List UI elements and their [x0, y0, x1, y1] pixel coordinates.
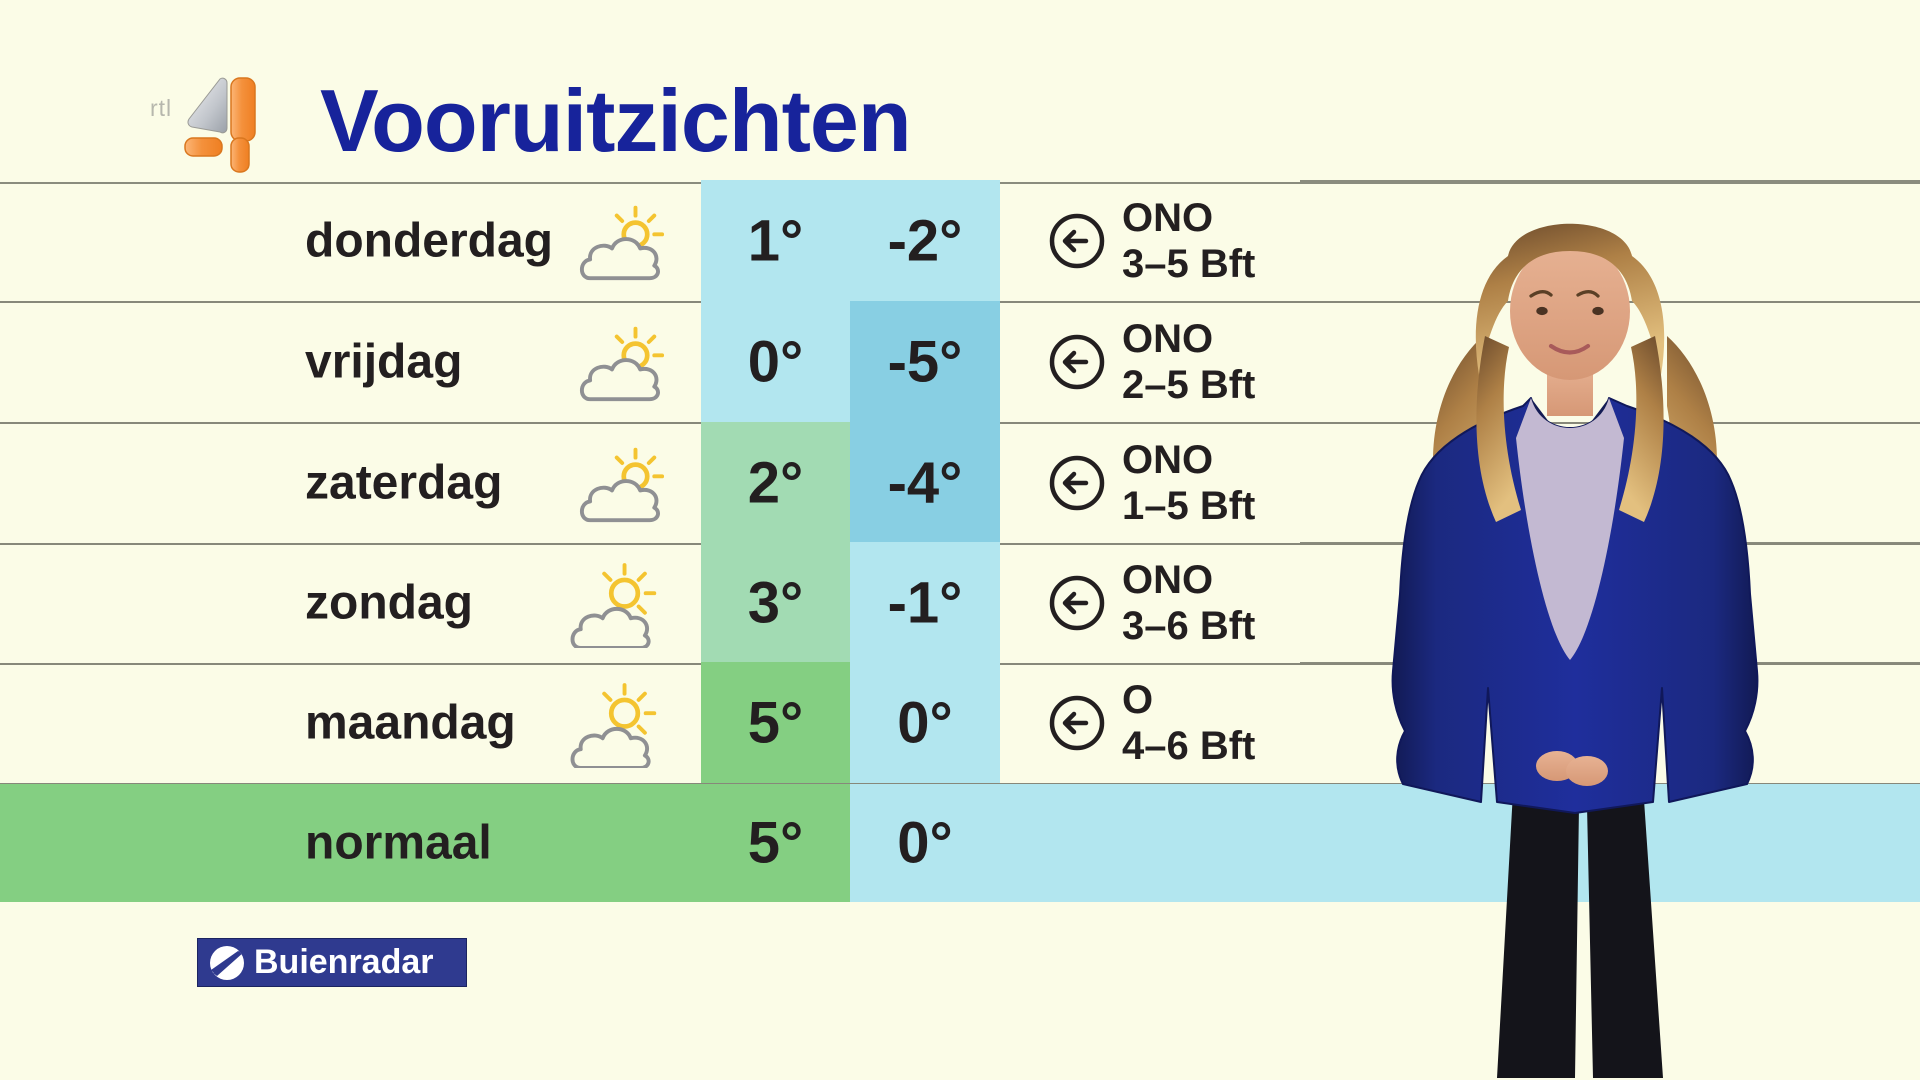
svg-text:rtl: rtl	[150, 95, 172, 121]
